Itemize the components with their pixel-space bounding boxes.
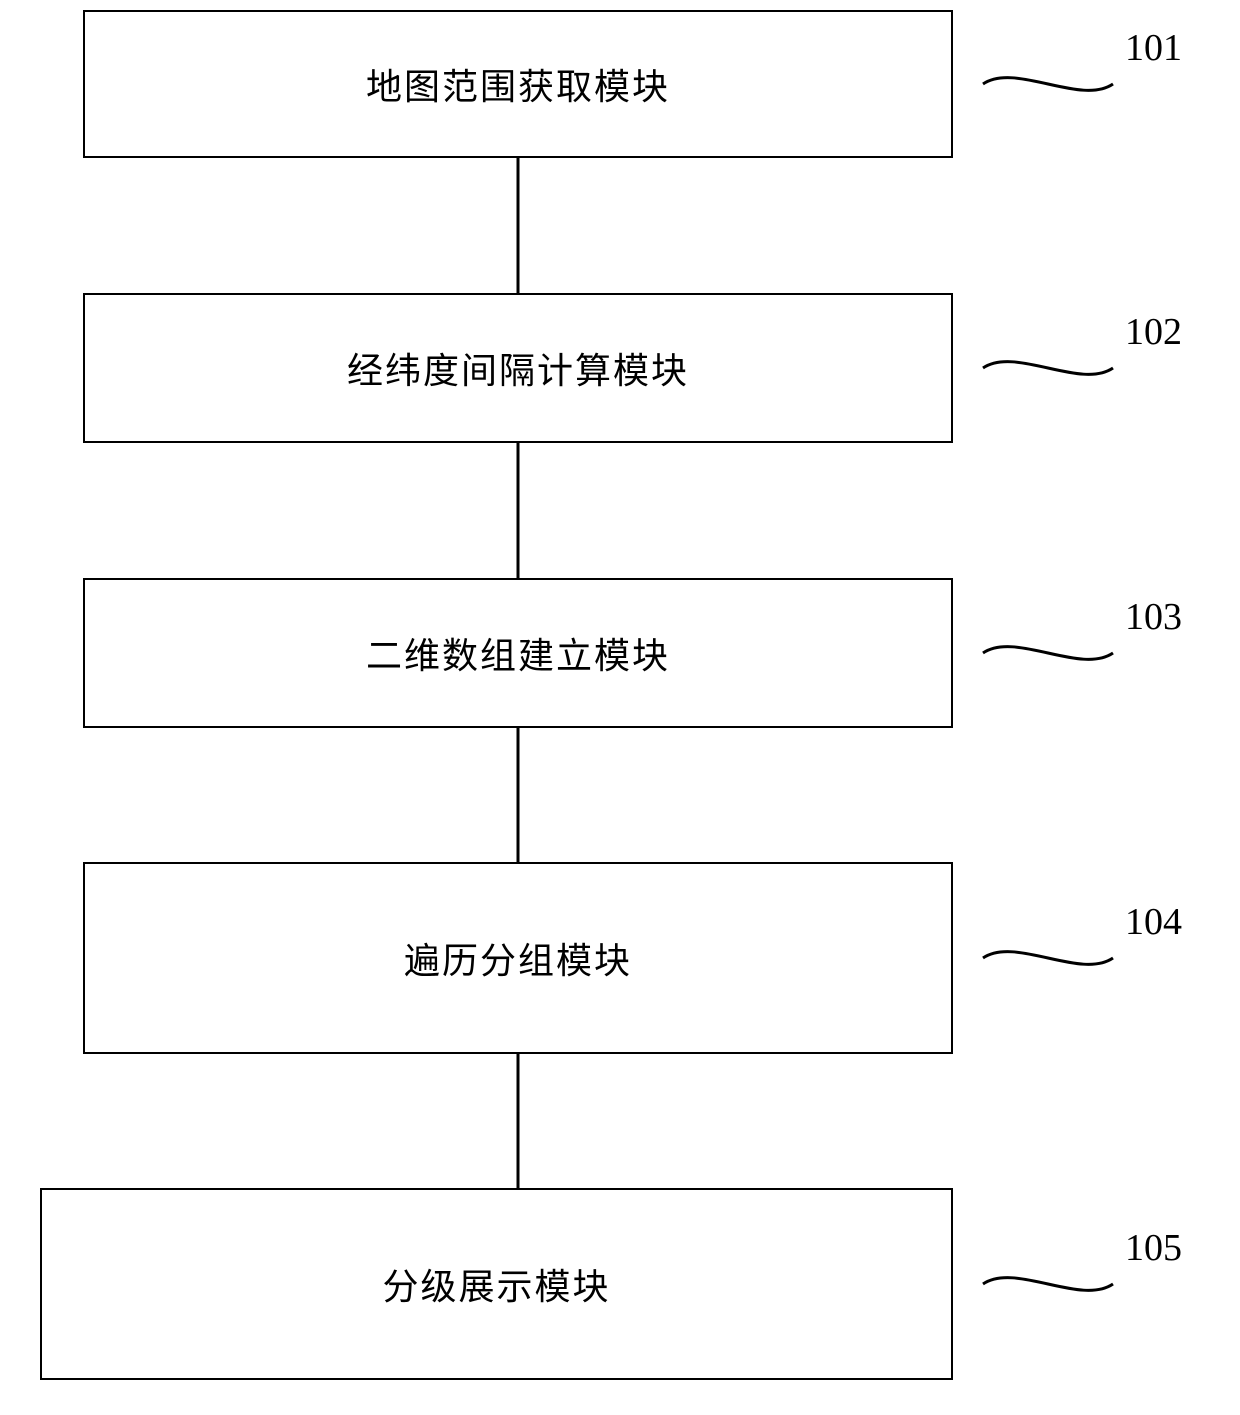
flowchart-node: 经纬度间隔计算模块 [83,293,953,443]
flowchart-node: 二维数组建立模块 [83,578,953,728]
ref-connector [983,78,1113,91]
ref-connector [983,952,1113,965]
ref-label: 102 [1125,310,1182,354]
flowchart-node-label: 地图范围获取模块 [366,58,670,110]
flowchart-node: 分级展示模块 [40,1188,953,1380]
flowchart-node-label: 经纬度间隔计算模块 [347,342,689,394]
flowchart-node: 遍历分组模块 [83,862,953,1054]
ref-label: 105 [1125,1226,1182,1270]
flowchart-node-label: 分级展示模块 [382,1258,610,1310]
ref-label: 104 [1125,900,1182,944]
ref-connector [983,647,1113,660]
flowchart-node-label: 二维数组建立模块 [366,627,670,679]
flowchart-canvas: 地图范围获取模块经纬度间隔计算模块二维数组建立模块遍历分组模块分级展示模块 101… [0,0,1240,1415]
ref-connector [983,362,1113,375]
ref-label: 101 [1125,26,1182,70]
flowchart-node: 地图范围获取模块 [83,10,953,158]
flowchart-node-label: 遍历分组模块 [404,932,632,984]
ref-label: 103 [1125,595,1182,639]
ref-connector [983,1278,1113,1291]
